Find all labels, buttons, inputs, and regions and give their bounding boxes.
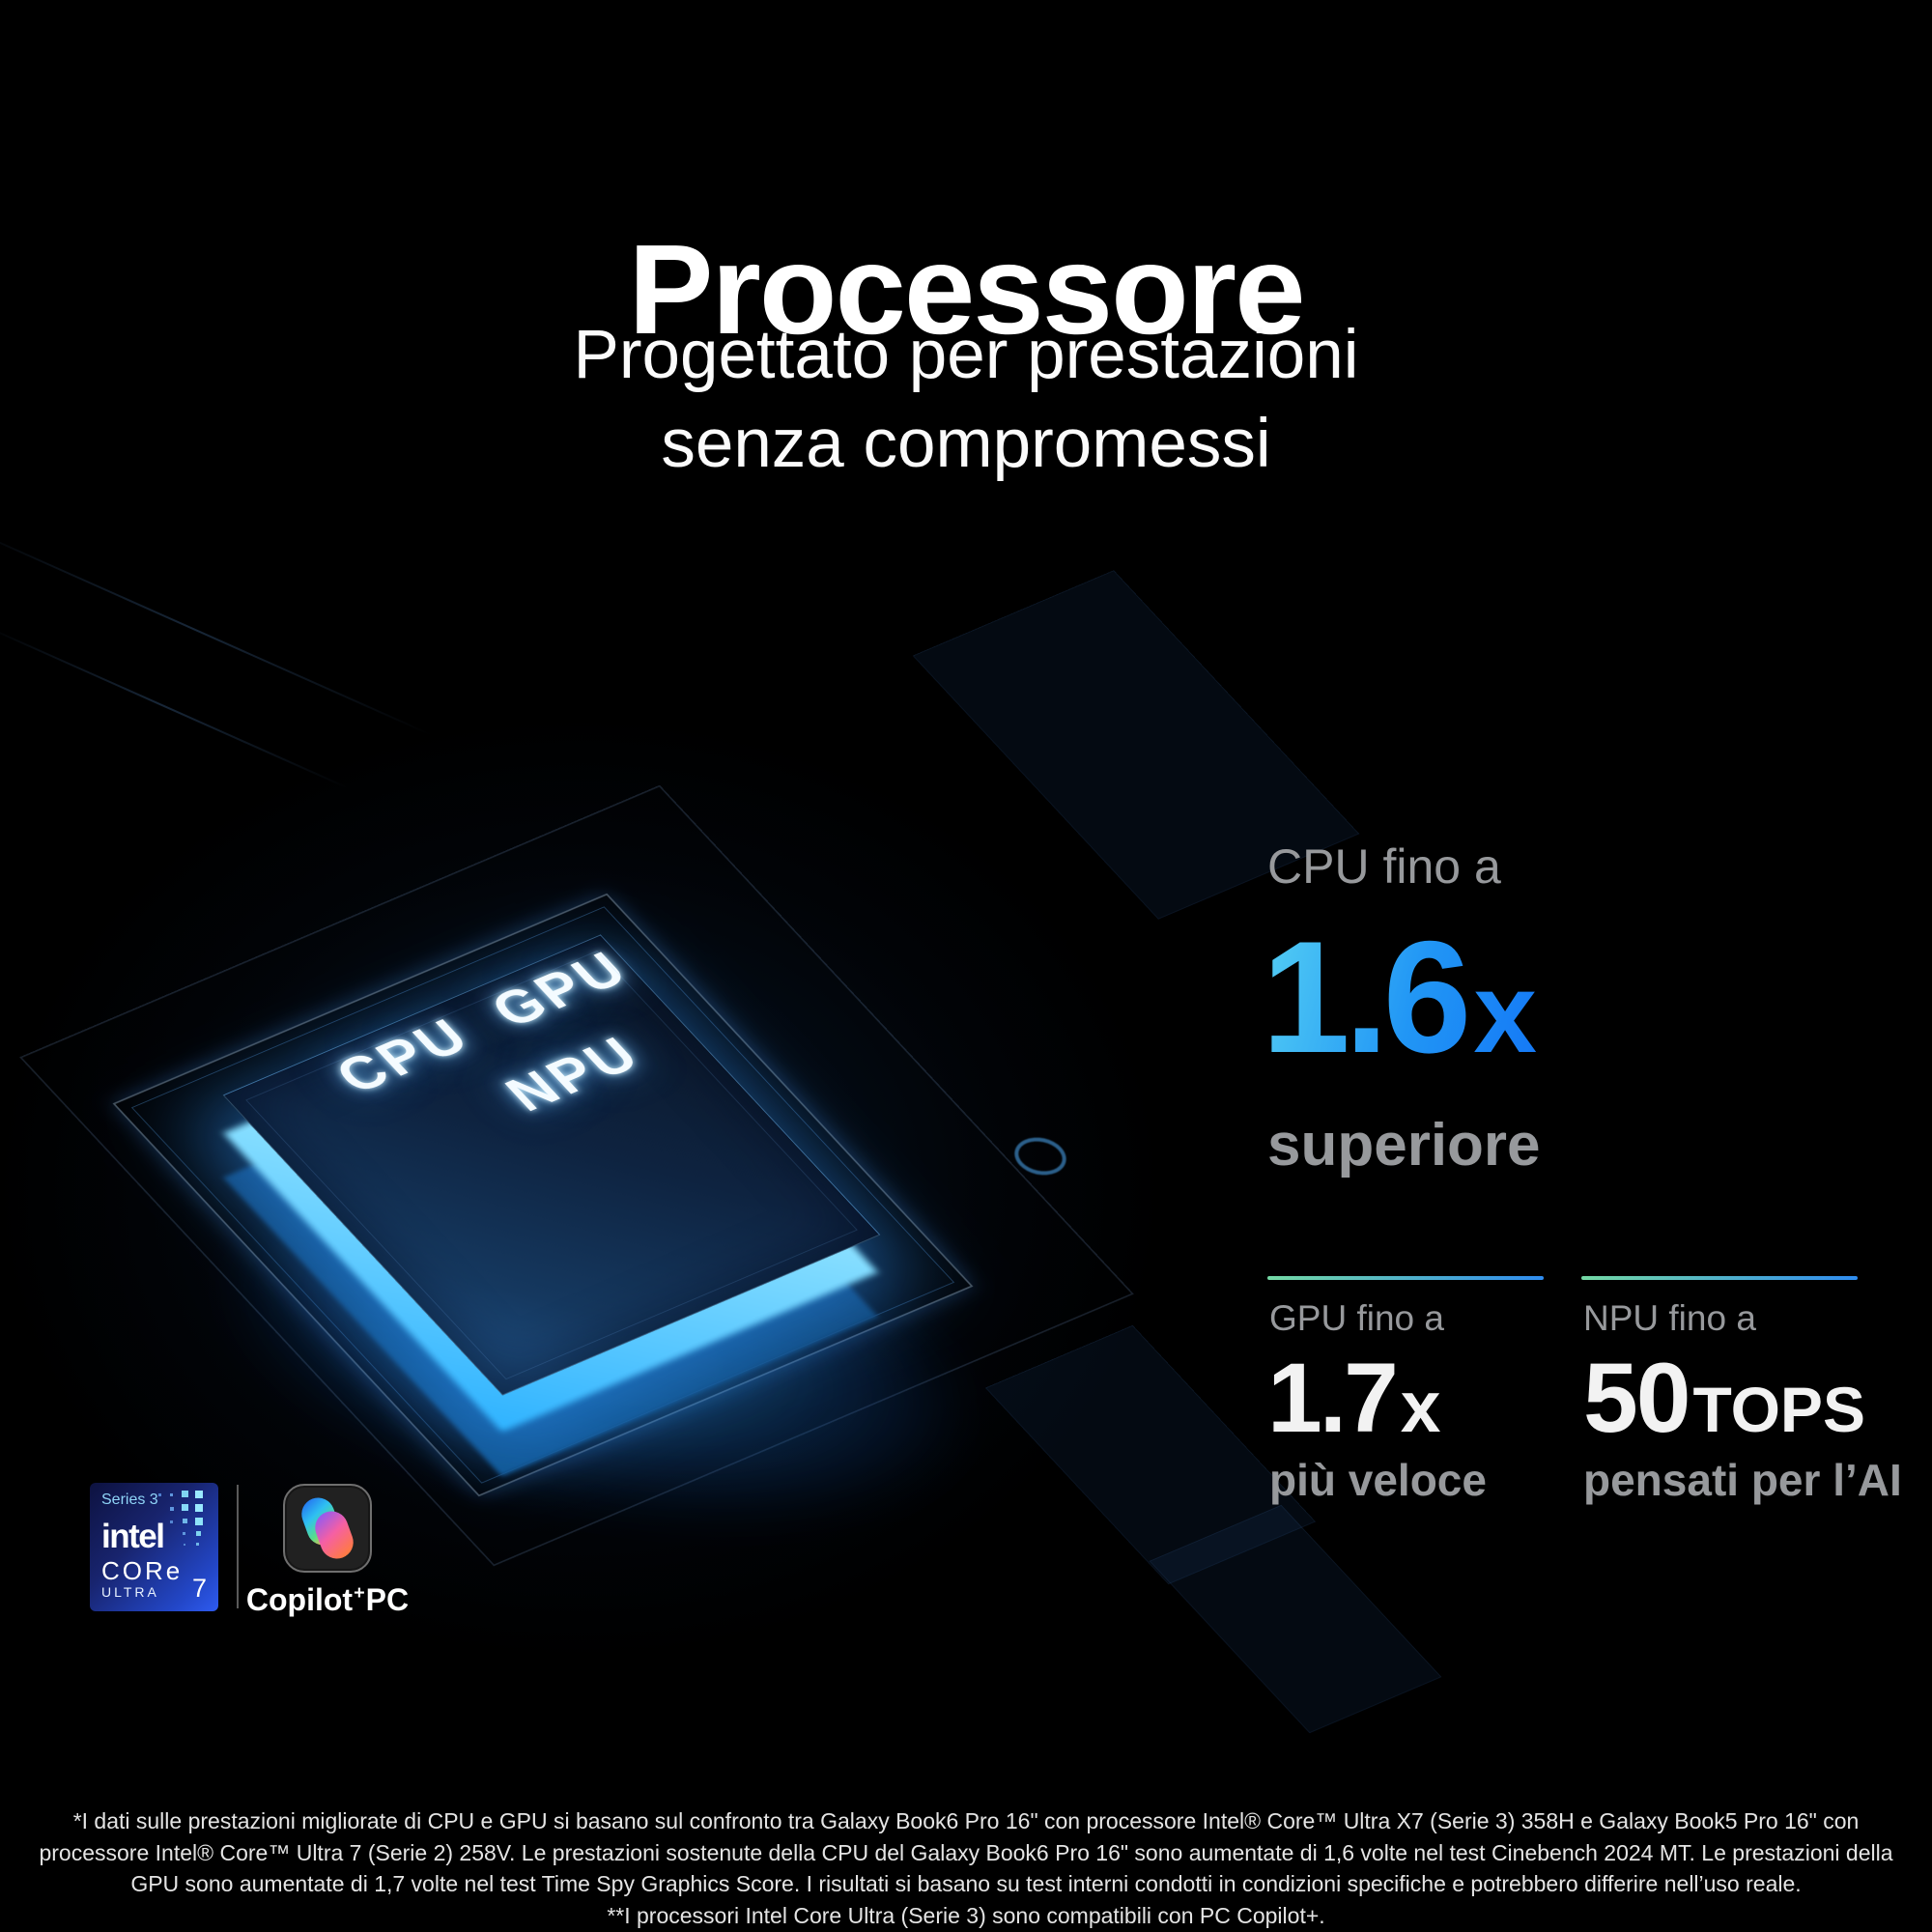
copilot-pc-wordmark: Copilot+PC bbox=[245, 1582, 410, 1617]
intel-core-wordmark: CORe bbox=[101, 1556, 184, 1585]
chip-illustration: CPU GPU NPU bbox=[0, 522, 1442, 1797]
chip-cpu-label: CPU bbox=[323, 1007, 484, 1103]
npu-stat-unit: TOPS bbox=[1692, 1374, 1865, 1445]
page-subtitle: Progettato per prestazioni senza comprom… bbox=[0, 311, 1932, 488]
page-title: Processore bbox=[628, 218, 1305, 361]
cpu-stat-label: CPU fino a bbox=[1267, 839, 1501, 894]
cpu-stat-value: 1.6x bbox=[1262, 908, 1538, 1086]
chip-npu-label: NPU bbox=[493, 1025, 654, 1122]
legal-footnotes: *I dati sulle prestazioni migliorate di … bbox=[34, 1805, 1898, 1932]
badge-divider bbox=[237, 1485, 239, 1608]
gpu-stat-label: GPU fino a bbox=[1269, 1298, 1444, 1338]
npu-stat-caption: pensati per l’AI bbox=[1583, 1455, 1902, 1505]
intel-dot-pattern-icon bbox=[158, 1491, 203, 1546]
intel-series-label: Series 3 bbox=[101, 1492, 158, 1508]
npu-stat-value: 50TOPS bbox=[1583, 1343, 1865, 1453]
npu-divider-line bbox=[1581, 1276, 1858, 1280]
footnote-1: *I dati sulle prestazioni migliorate di … bbox=[39, 1808, 1893, 1897]
gpu-stat-unit: x bbox=[1400, 1366, 1441, 1447]
gpu-stat-value: 1.7x bbox=[1267, 1343, 1441, 1453]
cpu-stat-unit: x bbox=[1473, 950, 1538, 1077]
copilot-pc-badge: Copilot+PC bbox=[240, 1484, 415, 1618]
cpu-stat-caption: superiore bbox=[1267, 1112, 1541, 1179]
subtitle-line-1: Progettato per prestazioni bbox=[573, 317, 1359, 393]
gpu-stat-caption: più veloce bbox=[1269, 1455, 1487, 1505]
intel-tier-number: 7 bbox=[191, 1574, 207, 1603]
copilot-plus-sign: + bbox=[354, 1582, 365, 1605]
intel-core-ultra-badge: Series 3 intel CORe ULTRA 7 bbox=[90, 1483, 218, 1611]
gpu-divider-line bbox=[1267, 1276, 1544, 1280]
npu-stat-label: NPU fino a bbox=[1583, 1298, 1756, 1338]
intel-logo: intel bbox=[101, 1518, 165, 1555]
chip-gpu-label: GPU bbox=[478, 940, 642, 1037]
intel-ultra-label: ULTRA bbox=[101, 1584, 159, 1600]
subtitle-line-2: senza compromessi bbox=[661, 405, 1271, 482]
copilot-logo-icon bbox=[283, 1484, 372, 1573]
footnote-2: **I processori Intel Core Ultra (Serie 3… bbox=[607, 1902, 1325, 1928]
